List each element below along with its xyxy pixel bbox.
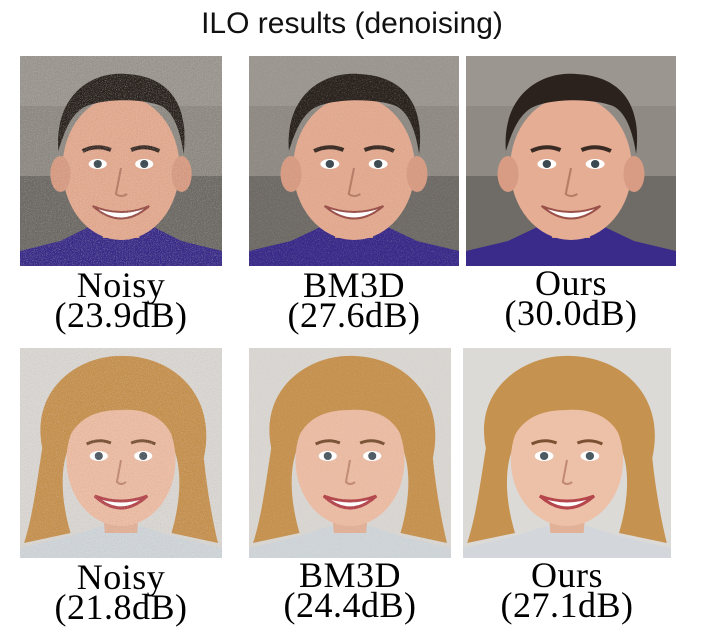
man-ours-image xyxy=(466,56,676,266)
man-noisy-image xyxy=(20,56,222,266)
caption-man-bm3d: BM3D (27.6dB) xyxy=(234,265,474,335)
woman-face-illustration xyxy=(463,348,671,558)
woman-face-illustration xyxy=(20,348,222,558)
method-label: Noisy xyxy=(76,265,166,305)
psnr-label: (24.4dB) xyxy=(283,585,417,625)
caption-man-noisy: Noisy (23.9dB) xyxy=(0,265,242,335)
psnr-label: (30.0dB) xyxy=(504,293,638,333)
man-face-illustration xyxy=(20,56,222,266)
caption-woman-noisy: Noisy (21.8dB) xyxy=(0,557,242,627)
caption-man-ours: Ours (30.0dB) xyxy=(451,263,691,333)
caption-woman-ours: Ours (27.1dB) xyxy=(447,555,687,625)
psnr-label: (27.6dB) xyxy=(287,295,421,335)
woman-bm3d-image xyxy=(249,348,451,558)
woman-ours-image xyxy=(463,348,671,558)
psnr-label: (21.8dB) xyxy=(54,587,188,627)
method-label: BM3D xyxy=(302,265,406,305)
woman-noisy-image xyxy=(20,348,222,558)
man-face-illustration xyxy=(466,56,676,266)
method-label: Noisy xyxy=(76,557,166,597)
man-face-illustration xyxy=(249,56,459,266)
method-label: BM3D xyxy=(298,555,402,595)
psnr-label: (27.1dB) xyxy=(500,585,634,625)
method-label: Ours xyxy=(535,263,607,303)
caption-woman-bm3d: BM3D (24.4dB) xyxy=(230,555,470,625)
psnr-label: (23.9dB) xyxy=(54,295,188,335)
man-bm3d-image xyxy=(249,56,459,266)
woman-face-illustration xyxy=(249,348,451,558)
method-label: Ours xyxy=(531,555,603,595)
figure-title: ILO results (denoising) xyxy=(201,7,503,40)
